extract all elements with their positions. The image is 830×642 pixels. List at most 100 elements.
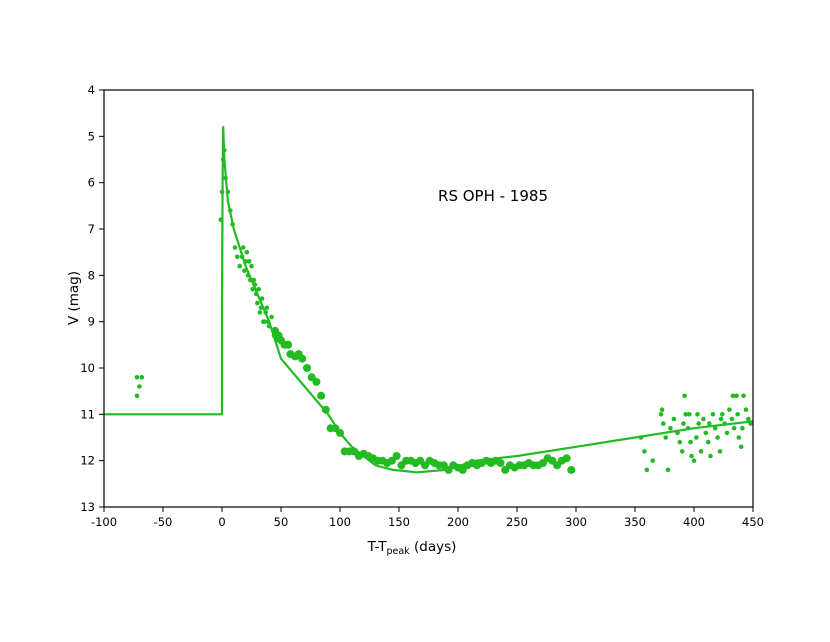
observation-point-small: [703, 430, 709, 436]
observation-point-small: [689, 453, 694, 459]
observation-point-small: [694, 435, 699, 440]
observation-point-small: [228, 208, 233, 213]
y-tick-label: 10: [80, 361, 95, 375]
observation-point-large: [298, 354, 307, 363]
observation-point-small: [255, 300, 260, 306]
observation-point-small: [222, 147, 227, 153]
observation-point-small: [738, 444, 744, 450]
observation-point-small: [695, 412, 700, 417]
observation-point-small: [218, 217, 224, 222]
y-tick-label: 9: [88, 315, 95, 329]
observation-point-small: [698, 449, 704, 454]
x-axis-title-main: T-T: [367, 539, 388, 555]
observation-point-small: [677, 439, 683, 445]
observation-point-small: [243, 259, 248, 264]
observation-point-small: [712, 425, 718, 431]
observation-point-small: [685, 425, 691, 431]
observation-point-small: [696, 421, 701, 426]
observation-point-small: [235, 254, 240, 260]
y-tick-label: 13: [80, 500, 95, 514]
observation-point-small: [220, 157, 226, 162]
observation-point-small: [244, 249, 250, 255]
observation-point-small: [729, 416, 735, 422]
observation-point-large: [317, 391, 326, 400]
observation-point-small: [650, 458, 655, 464]
chart-annotation: RS OPH - 1985: [438, 187, 548, 205]
observation-point-small: [668, 425, 673, 431]
observation-point-small: [237, 263, 242, 269]
observation-point-small: [740, 425, 745, 431]
observation-point-small: [720, 412, 725, 417]
x-tick-label: 150: [388, 515, 410, 529]
observation-point-small: [239, 254, 245, 260]
y-axis: 4 5 6 7 8 9 10 11 12 13: [80, 83, 104, 514]
x-tick-label: 100: [329, 515, 351, 529]
observation-point-small: [710, 412, 716, 417]
x-tick-label: 300: [565, 515, 587, 529]
observation-point-small: [644, 467, 650, 473]
observation-point-small: [718, 416, 724, 422]
observation-point-small: [264, 305, 270, 311]
observation-point-small: [219, 189, 225, 195]
observation-point-small: [261, 319, 266, 325]
observation-point-small: [265, 319, 271, 325]
observation-point-small: [232, 245, 238, 250]
observation-point-small: [257, 310, 263, 315]
observation-point-small: [671, 416, 677, 422]
plot-frame: [103, 89, 754, 508]
x-axis: -100 -50 0 50 100 150 200 250 300 350 400 450: [91, 507, 764, 529]
y-tick-label: 4: [88, 83, 95, 97]
observation-point-small: [259, 296, 265, 301]
x-tick-label: 400: [683, 515, 705, 529]
x-tick-label: -100: [91, 515, 117, 529]
observation-point-large: [392, 452, 401, 460]
observation-point-small: [735, 412, 740, 417]
observation-point-small: [242, 268, 247, 274]
observation-point-small: [658, 412, 664, 417]
observation-point-small: [727, 407, 732, 413]
observation-point-small: [251, 277, 257, 283]
observation-point-small: [225, 189, 231, 195]
observation-point-small: [266, 324, 272, 329]
observation-point-large: [284, 340, 293, 349]
observation-point-small: [137, 384, 142, 389]
observation-point-large: [562, 454, 571, 463]
y-axis-title: V (mag): [66, 271, 82, 325]
observation-point-small: [250, 286, 255, 292]
observation-point-small: [258, 305, 264, 311]
model-curve-line: [104, 126, 754, 474]
y-tick-label: 7: [88, 222, 95, 236]
observation-point-small: [687, 412, 692, 417]
y-tick-label: 12: [80, 454, 95, 468]
observation-point-small: [663, 435, 668, 440]
observation-point-small: [223, 175, 228, 181]
y-tick-label: 5: [88, 129, 95, 143]
observation-point-large: [303, 364, 311, 372]
observation-point-small: [681, 421, 686, 426]
observation-point-small: [263, 310, 269, 315]
observation-point-large: [567, 465, 576, 474]
observation-point-small: [682, 393, 687, 399]
observation-point-large: [312, 377, 321, 386]
observation-point-small: [230, 222, 235, 227]
observation-point-small: [743, 407, 749, 413]
x-axis-title: T-Tpeak (days): [367, 539, 457, 557]
observation-point-small: [253, 291, 259, 297]
observation-point-small: [134, 393, 140, 399]
observation-point-small: [731, 425, 737, 431]
observation-point-small: [688, 439, 693, 445]
observation-point-small: [715, 435, 720, 440]
observation-point-small: [748, 421, 753, 426]
x-tick-label: 50: [274, 515, 289, 529]
observation-point-small: [691, 458, 697, 464]
observation-point-small: [736, 435, 742, 440]
observation-point-small: [659, 407, 665, 413]
observation-point-large: [496, 459, 505, 467]
x-tick-label: 250: [506, 515, 528, 529]
observation-point-small: [730, 393, 736, 399]
observation-point-small: [734, 393, 739, 399]
x-tick-label: 0: [218, 515, 225, 529]
observation-point-small: [642, 449, 647, 454]
observation-point-small: [722, 421, 727, 426]
